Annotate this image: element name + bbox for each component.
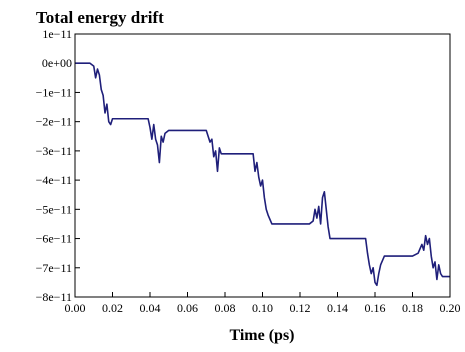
chart-title: Total energy drift	[36, 8, 164, 27]
y-tick-label: −3e−11	[36, 144, 72, 158]
y-tick-label: −2e−11	[36, 115, 72, 129]
series-line-energy-drift	[75, 62, 450, 287]
y-tick-label: −5e−11	[36, 202, 72, 216]
x-tick-label: 0.02	[102, 301, 123, 315]
x-tick-label: 0.20	[440, 301, 461, 315]
x-axis-ticks: 0.00 0.02 0.04 0.06 0.08 0.10 0.12 0.14 0.16 0.18…	[65, 292, 461, 315]
x-tick-label: 0.04	[140, 301, 161, 315]
x-tick-label: 0.16	[365, 301, 386, 315]
x-tick-label: 0.12	[290, 301, 311, 315]
y-tick-label: 0e+00	[42, 56, 72, 70]
x-tick-label: 0.08	[215, 301, 236, 315]
x-tick-label: 0.14	[327, 301, 348, 315]
x-tick-label: 0.18	[402, 301, 423, 315]
y-tick-label: −4e−11	[36, 173, 72, 187]
y-tick-label: −1e−11	[36, 85, 72, 99]
x-axis-label: Time (ps)	[229, 327, 294, 344]
x-tick-label: 0.00	[65, 301, 86, 315]
x-tick-label: 0.06	[177, 301, 198, 315]
plot-frame	[74, 33, 451, 298]
y-tick-label: −7e−11	[36, 261, 72, 275]
x-tick-label: 0.10	[252, 301, 273, 315]
y-tick-label: −8e−11	[36, 290, 72, 304]
y-tick-label: 1e−11	[42, 27, 72, 41]
y-tick-label: −6e−11	[36, 232, 72, 246]
y-axis-ticks: 1e−11 0e+00 −1e−11 −2e−11 −3e−11 −4e−11 −5e−11…	[36, 27, 80, 304]
